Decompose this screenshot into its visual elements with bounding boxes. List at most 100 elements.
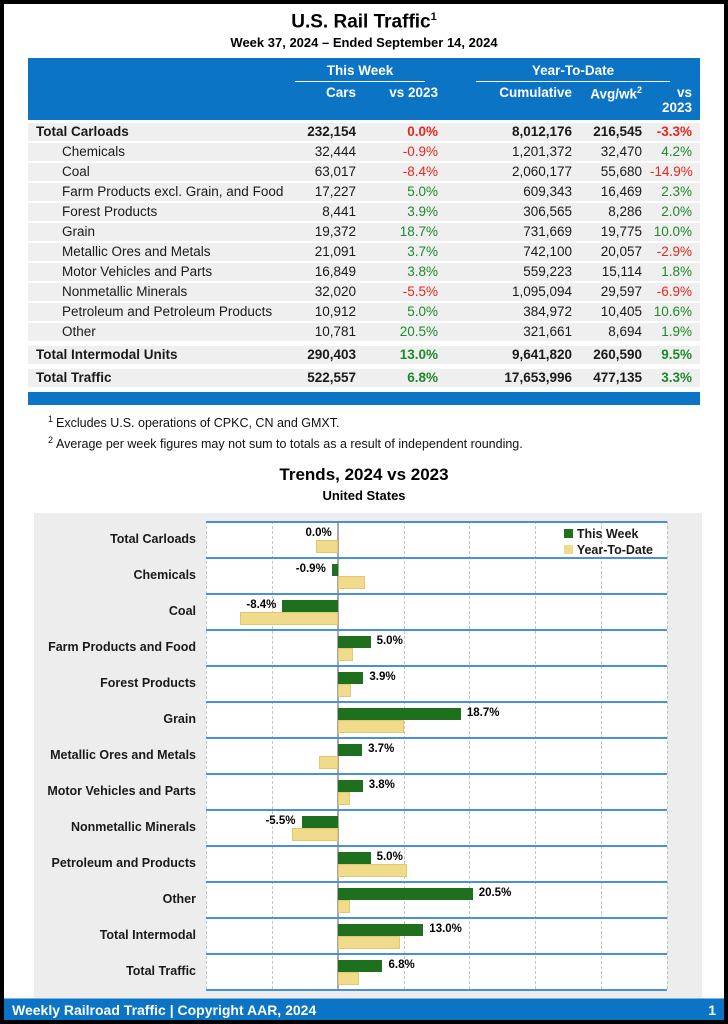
chart-category-label: Forest Products [100, 675, 196, 690]
chart-subtitle: United States [322, 487, 406, 503]
title-footnote-marker: 1 [430, 11, 437, 23]
chart-category-label: Petroleum and Products [51, 855, 196, 870]
cell-ytd-vs2023: 2.0% [661, 204, 692, 220]
bar-value-label: 5.0% [376, 850, 403, 863]
cell-week-vs2023: -0.9% [402, 144, 438, 160]
footer-text: Weekly Railroad Traffic | Copyright AAR,… [12, 1001, 317, 1018]
year-to-date-swatch [563, 545, 573, 555]
year-to-date-bar [318, 755, 338, 769]
group-header-spacer [28, 63, 274, 82]
rail-traffic-table: This Week Year-To-Date Cars vs 2023 Cumu… [28, 58, 700, 406]
cell-ytd-vs2023: -2.9% [656, 244, 692, 260]
table-body: Total Carloads 232,154 0.0% 8,012,176 216,54… [28, 123, 700, 390]
bar-value-label: 0.0% [305, 526, 332, 539]
chart-category-label: Total Traffic [126, 963, 196, 978]
cell-avg-per-week: 20,057 [600, 244, 642, 260]
cell-ytd-vs2023: -6.9% [656, 284, 692, 300]
year-to-date-bar [337, 935, 401, 949]
row-label: Grain [62, 224, 96, 240]
this-week-bar [282, 599, 338, 612]
cell-avg-per-week: 216,545 [593, 124, 642, 140]
cell-ytd-vs2023: 1.8% [661, 264, 692, 280]
cell-avg-per-week: 19,775 [600, 224, 642, 240]
this-week-bar [337, 707, 461, 720]
chart-band: 3.8% [206, 772, 667, 809]
page-subtitle: Week 37, 2024 – Ended September 14, 2024 [230, 35, 498, 51]
bar-value-label: 3.9% [369, 670, 396, 683]
footer-page-number: 1 [708, 1001, 716, 1018]
page-title: U.S. Rail Traffic1 [4, 11, 724, 33]
footnote: 2 Average per week figures may not sum to… [48, 435, 523, 452]
row-label: Metallic Ores and Metals [62, 244, 211, 260]
cell-cumulative: 559,223 [523, 264, 572, 280]
chart-band: 5.0% [206, 628, 667, 665]
chart-right-margin [667, 521, 702, 1020]
cell-cumulative: 306,565 [523, 204, 572, 220]
group-header-this-week: This Week [274, 63, 446, 83]
bar-value-label: 13.0% [429, 922, 462, 935]
bar-value-label: -0.9% [295, 562, 326, 575]
this-week-bar [337, 779, 363, 792]
table-row: Motor Vehicles and Parts 16,849 3.8% 559,22… [28, 263, 700, 284]
chart-category-label: Motor Vehicles and Parts [47, 783, 196, 798]
year-to-date-bar [337, 647, 353, 661]
chart-category-label: Grain [163, 711, 196, 726]
row-label: Farm Products excl. Grain, and Food [62, 184, 284, 200]
bar-value-label: -5.5% [265, 814, 296, 827]
cell-cars: 10,781 [314, 324, 356, 340]
row-label: Forest Products [62, 204, 158, 220]
chart-category-label: Metallic Ores and Metals [50, 747, 196, 762]
cell-cumulative: 2,060,177 [511, 164, 572, 180]
footer-bar: Weekly Railroad Traffic | Copyright AAR,… [4, 998, 724, 1020]
gridline [271, 520, 273, 989]
cell-avg-per-week: 260,590 [593, 347, 642, 363]
cell-ytd-vs2023: 9.5% [661, 347, 692, 363]
table-row: Total Carloads 232,154 0.0% 8,012,176 216,54… [28, 123, 700, 144]
this-week-bar [337, 671, 364, 684]
bar-value-label: -8.4% [246, 598, 277, 611]
trends-bar-chart: Total Carloads Chemicals Coal Farm Products… [34, 512, 702, 1020]
row-label: Petroleum and Petroleum Products [62, 304, 273, 320]
chart-legend: This Week Year-To-Date [563, 526, 653, 558]
cell-ytd-vs2023: 3.3% [661, 370, 692, 386]
cell-ytd-vs2023: 2.3% [661, 184, 692, 200]
bar-value-label: 3.7% [368, 742, 395, 755]
legend-item: This Week [563, 526, 653, 542]
cell-avg-per-week: 8,694 [608, 324, 642, 340]
year-to-date-bar [337, 683, 351, 697]
row-label: Chemicals [62, 144, 126, 160]
cell-week-vs2023: 20.5% [399, 324, 438, 340]
chart-category-label: Coal [168, 603, 196, 618]
cell-cars: 63,017 [314, 164, 356, 180]
cell-cumulative: 742,100 [523, 244, 572, 260]
cell-week-vs2023: 3.9% [407, 204, 438, 220]
cell-avg-per-week: 10,405 [600, 304, 642, 320]
chart-band: 3.7% [206, 736, 667, 773]
cell-cars: 21,091 [314, 244, 356, 260]
chart-band: -0.9% [206, 556, 667, 593]
column-header-avgwk: Avg/wk2 [590, 85, 642, 102]
cell-ytd-vs2023: 10.0% [653, 224, 692, 240]
cell-cumulative: 17,653,996 [504, 370, 572, 386]
this-week-bar [337, 743, 363, 756]
chart-band: 18.7% [206, 700, 667, 737]
cell-ytd-vs2023: 4.2% [661, 144, 692, 160]
cell-week-vs2023: 0.0% [407, 124, 438, 140]
cell-cars: 8,441 [322, 204, 356, 220]
chart-category-label: Total Carloads [110, 531, 196, 546]
this-week-bar [337, 887, 473, 900]
row-label: Nonmetallic Minerals [62, 284, 188, 300]
chart-band: 0.0% This Week Year-To-Date [206, 520, 667, 558]
this-week-bar [301, 815, 338, 828]
column-header-cumulative: Cumulative [499, 85, 572, 101]
row-label: Total Carloads [36, 124, 129, 140]
table-row: Total Intermodal Units 290,403 13.0% 9,641,… [28, 346, 700, 367]
row-label: Total Traffic [36, 370, 112, 386]
cell-avg-per-week: 32,470 [600, 144, 642, 160]
cell-ytd-vs2023: -3.3% [656, 124, 692, 140]
column-header-cars: Cars [325, 85, 356, 101]
gridline [535, 520, 537, 989]
column-header-spacer [28, 85, 274, 115]
cell-ytd-vs2023: 1.9% [661, 324, 692, 340]
gridline [403, 520, 405, 989]
